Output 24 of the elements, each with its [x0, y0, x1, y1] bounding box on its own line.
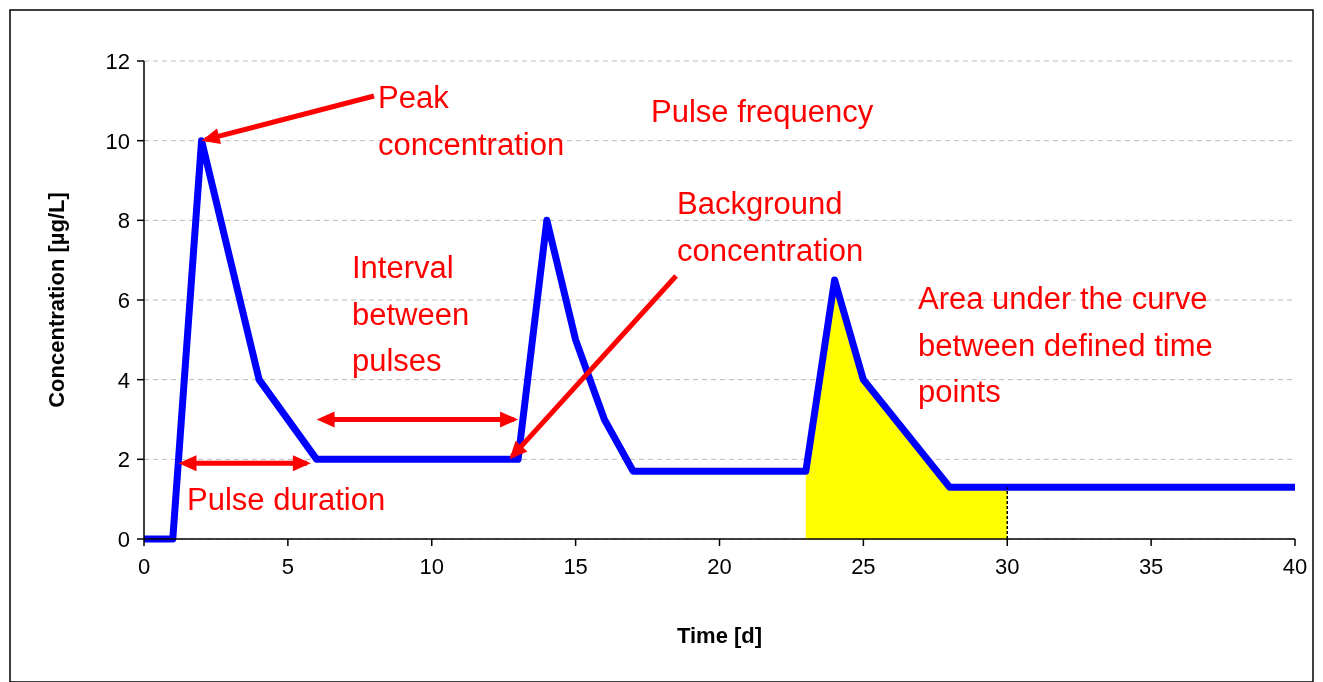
annotation: Peak concentration [378, 80, 565, 162]
x-tick-label: 0 [137, 554, 151, 579]
annotation: Area under the curve between defined time points [918, 281, 1213, 409]
y-tick-label: 4 [117, 367, 130, 393]
annotation: Pulse frequency [651, 94, 874, 129]
y-tick-label: 10 [105, 128, 130, 154]
y-tick-label: 2 [117, 447, 130, 473]
y-tick-label: 8 [117, 208, 130, 234]
x-tick-label: 5 [281, 554, 294, 579]
x-axis-title: Time [d] [676, 623, 763, 648]
annotation: Pulse duration [187, 482, 386, 517]
x-tick-label: 15 [563, 554, 588, 579]
y-tick-label: 0 [117, 527, 130, 552]
y-axis-title: Concentration [µg/L] [44, 192, 69, 408]
x-tick-label: 30 [995, 554, 1020, 579]
annotation: Background concentration [677, 186, 864, 268]
x-tick-label: 10 [419, 554, 444, 579]
y-tick-label: 6 [117, 288, 130, 313]
y-tick-label: 12 [105, 49, 130, 74]
x-tick-label: 20 [707, 554, 732, 579]
annotation: Interval between pulses [352, 250, 470, 378]
x-tick-label: 25 [851, 554, 876, 579]
x-tick-label: 35 [1138, 554, 1164, 579]
x-tick-label: 40 [1282, 554, 1308, 579]
